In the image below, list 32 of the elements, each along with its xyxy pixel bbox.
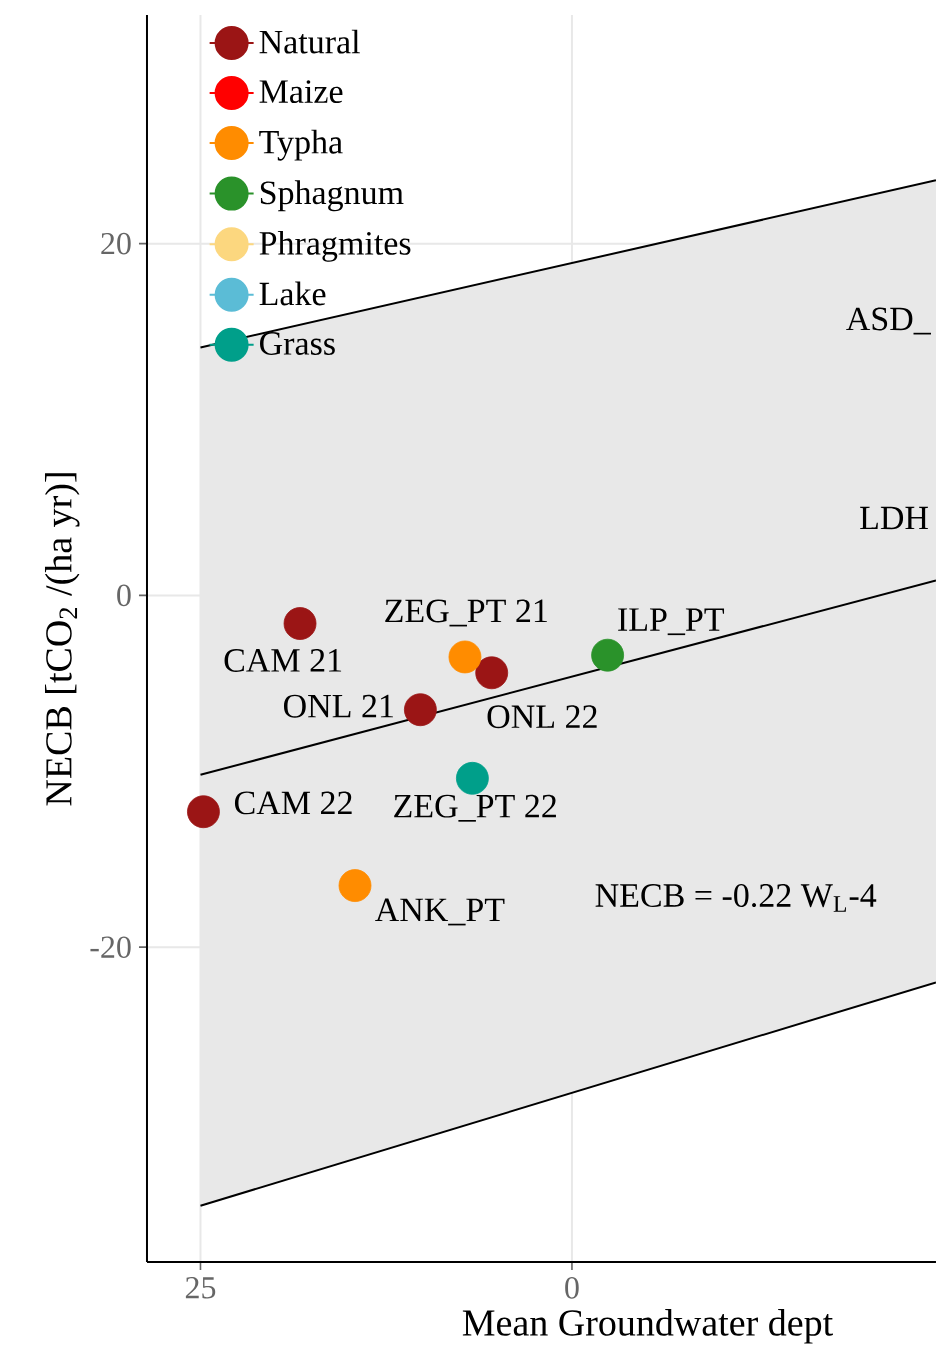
legend-label: Typha — [259, 129, 343, 161]
y-tick-label: -20 — [90, 936, 131, 958]
y-tick-label: 20 — [101, 232, 131, 255]
annotation: ONL 21 — [283, 694, 393, 718]
legend-label: Natural — [259, 29, 360, 54]
point — [591, 638, 625, 672]
annotation: ANK_PT — [375, 898, 505, 926]
point — [403, 693, 437, 727]
annotation: ZEG_PT 21 — [385, 599, 547, 627]
y-tick-label: 0 — [117, 584, 131, 607]
legend-label: Lake — [259, 281, 326, 306]
point — [475, 656, 509, 690]
legend-label: Maize — [259, 80, 343, 104]
annotation: ILP_PT — [618, 608, 725, 636]
annotation: NECB = -0.22 W$_{L}$-4 — [595, 884, 877, 912]
y-axis-title: NECB [tCO$_{2}$ /(ha yr)] — [44, 473, 80, 806]
point — [338, 869, 372, 902]
x-tick-label: 25 — [185, 1277, 216, 1299]
point — [455, 761, 489, 795]
legend-label: Sphagnum — [260, 180, 404, 212]
annotation: CAM 22 — [234, 791, 352, 815]
point — [448, 640, 482, 674]
legend-label: Grass — [260, 332, 335, 355]
annotation: ASD_ — [846, 307, 931, 335]
x-axis-title: Mean Groundwater dept — [462, 1309, 833, 1344]
annotation: ONL 22 — [487, 705, 597, 729]
point — [283, 607, 317, 640]
annotation: ZEG_PT 22 — [394, 794, 556, 822]
annotation: LDH — [860, 506, 928, 530]
legend-label: Phragmites — [259, 230, 411, 262]
annotation: CAM 21 — [224, 649, 342, 672]
point — [187, 795, 220, 829]
